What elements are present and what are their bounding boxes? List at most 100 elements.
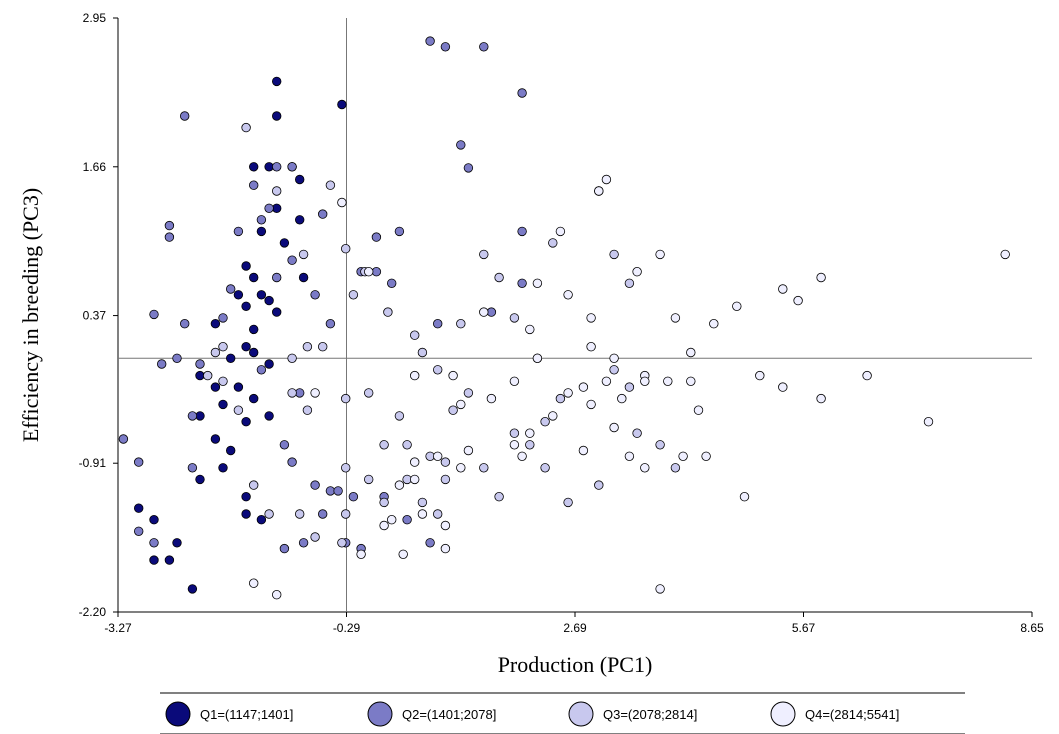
- data-point-q3: [624, 382, 635, 392]
- data-point-q1: [248, 324, 259, 335]
- data-point-q3: [410, 330, 420, 340]
- data-point-q2: [425, 36, 435, 46]
- data-point-q4: [609, 422, 619, 433]
- plot-frame: [117, 18, 1032, 613]
- data-point-q4: [417, 509, 428, 519]
- data-point-q1: [264, 359, 274, 369]
- data-point-q3: [440, 474, 451, 485]
- data-point-q2: [310, 290, 320, 300]
- data-point-q4: [701, 451, 711, 462]
- data-point-q1: [248, 347, 259, 358]
- data-point-q1: [264, 295, 274, 306]
- data-point-q2: [179, 111, 190, 121]
- data-point-q3: [233, 405, 244, 415]
- data-point-q1: [264, 411, 274, 421]
- x-tick-label: -0.29: [333, 621, 361, 635]
- data-point-q4: [532, 353, 543, 364]
- data-point-q4: [816, 393, 826, 404]
- data-point-q2: [325, 319, 336, 329]
- data-point-q3: [379, 497, 389, 508]
- data-point-q3: [295, 509, 305, 519]
- data-point-q4: [248, 578, 259, 588]
- data-point-q2: [287, 162, 297, 172]
- data-point-q4: [655, 249, 665, 260]
- data-point-q3: [264, 509, 274, 519]
- data-point-q3: [448, 405, 458, 415]
- data-point-q1: [225, 445, 236, 456]
- data-point-q1: [241, 509, 251, 519]
- x-tick-label: 8.65: [1020, 621, 1044, 635]
- data-point-q2: [463, 163, 474, 173]
- data-point-q3: [609, 249, 619, 260]
- data-point-q4: [686, 376, 696, 387]
- data-point-q1: [241, 261, 251, 271]
- data-point-q4: [778, 382, 788, 392]
- data-point-q3: [364, 388, 374, 398]
- data-point-q4: [379, 520, 389, 531]
- data-point-q2: [164, 220, 175, 231]
- data-point-q3: [337, 538, 347, 548]
- data-point-q2: [225, 284, 236, 294]
- y-tick-label: 1.66: [83, 160, 107, 174]
- data-point-q4: [640, 463, 650, 473]
- data-point-q4: [463, 445, 474, 456]
- data-point-q2: [195, 359, 205, 369]
- data-point-q3: [417, 347, 428, 358]
- data-point-q4: [594, 186, 604, 196]
- data-point-q1: [149, 555, 159, 565]
- data-point-q3: [509, 428, 520, 438]
- data-point-q4: [509, 376, 520, 387]
- data-point-q4: [410, 457, 420, 467]
- data-point-q4: [456, 399, 466, 410]
- data-point-q2: [333, 486, 343, 496]
- data-point-q1: [295, 215, 305, 225]
- data-point-q4: [548, 411, 558, 421]
- data-point-q3: [218, 376, 228, 387]
- legend-label-q4: Q4=(2814;5541]: [805, 707, 899, 722]
- data-point-q4: [655, 584, 665, 594]
- data-point-q2: [517, 88, 527, 98]
- data-point-q4: [563, 290, 573, 300]
- data-point-q4: [732, 301, 742, 312]
- data-point-q4: [670, 313, 681, 323]
- data-point-q4: [448, 370, 458, 381]
- data-point-q4: [686, 347, 696, 358]
- data-point-q2: [149, 309, 159, 320]
- data-point-q1: [295, 174, 305, 185]
- data-point-q3: [325, 180, 336, 190]
- data-point-q3: [383, 307, 393, 317]
- data-point-q2: [279, 543, 290, 554]
- data-point-q2: [133, 457, 144, 467]
- data-point-q2: [279, 440, 290, 450]
- data-point-q4: [586, 342, 596, 352]
- data-point-q2: [517, 226, 527, 237]
- data-point-q4: [693, 405, 704, 415]
- data-point-q3: [456, 319, 466, 329]
- data-point-q1: [272, 111, 282, 121]
- data-point-q4: [617, 393, 627, 404]
- data-point-q2: [218, 313, 228, 323]
- data-point-q1: [279, 238, 290, 248]
- y-tick-label: 0.37: [83, 309, 107, 323]
- data-point-q3: [632, 428, 642, 438]
- data-point-q2: [387, 278, 397, 289]
- data-point-q4: [601, 376, 612, 387]
- data-point-q3: [364, 474, 374, 485]
- x-tick-label: 5.67: [792, 621, 816, 635]
- data-point-q4: [410, 370, 420, 381]
- data-point-q2: [187, 463, 198, 473]
- data-point-q3: [272, 186, 282, 196]
- data-point-q1: [256, 290, 267, 300]
- data-point-q2: [318, 509, 328, 519]
- data-point-q4: [509, 440, 520, 450]
- data-point-q1: [233, 382, 244, 392]
- data-point-q1: [241, 342, 251, 352]
- data-point-q4: [486, 393, 497, 404]
- data-point-q2: [272, 162, 282, 172]
- data-point-q3: [287, 388, 297, 398]
- data-point-q2: [318, 209, 328, 219]
- data-point-q4: [364, 267, 374, 277]
- data-point-q4: [586, 313, 596, 323]
- data-point-q1: [210, 319, 221, 329]
